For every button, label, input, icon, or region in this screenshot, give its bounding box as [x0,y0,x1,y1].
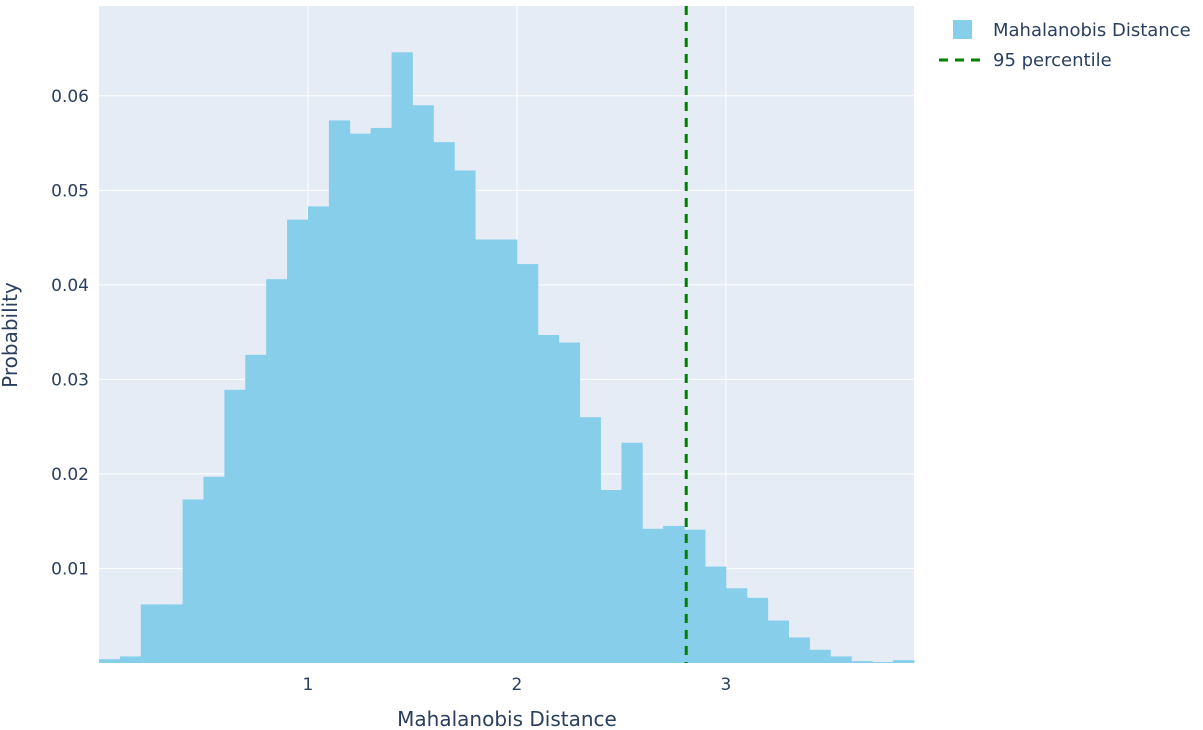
histogram-bar[interactable] [266,279,288,663]
y-tick-label: 0.02 [51,465,89,485]
y-tick-label: 0.05 [51,181,89,201]
histogram-bar[interactable] [725,588,748,663]
histogram-bar[interactable] [203,476,225,663]
x-axis-ticks: 1 2 3 [303,675,732,695]
histogram-bar[interactable] [705,566,727,663]
histogram-bar[interactable] [600,490,622,663]
histogram-bar[interactable] [579,417,601,663]
histogram-bar[interactable] [767,620,790,663]
legend-swatch-square-icon [953,20,972,39]
y-tick-label: 0.04 [51,276,89,296]
histogram-bar[interactable] [287,219,309,663]
histogram-bar[interactable] [872,662,894,663]
histogram-bar[interactable] [496,239,518,663]
x-tick-label: 1 [303,675,314,695]
histogram-bars [99,52,915,664]
legend-label-percentile: 95 percentile [993,50,1112,71]
y-tick-label: 0.01 [51,559,89,579]
histogram-bar[interactable] [830,656,852,663]
x-tick-label: 2 [512,675,523,695]
histogram-bar[interactable] [182,499,204,663]
histogram-bar[interactable] [663,525,685,663]
histogram-bar[interactable] [119,656,142,663]
histogram-bar[interactable] [224,389,246,663]
histogram-bar[interactable] [245,354,267,663]
y-axis-title: Probability [0,282,22,388]
histogram-bar[interactable] [893,660,915,663]
histogram-bar[interactable] [370,127,392,663]
histogram-bar[interactable] [328,120,351,664]
y-tick-label: 0.03 [51,370,89,390]
legend-item-percentile[interactable]: 95 percentile [939,50,1112,71]
histogram-bar[interactable] [684,529,706,663]
legend-label-histogram: Mahalanobis Distance [993,20,1191,41]
histogram-bar[interactable] [746,597,769,663]
histogram-bar[interactable] [433,142,455,664]
legend-item-histogram[interactable]: Mahalanobis Distance [953,20,1191,41]
y-axis-ticks: 0.01 0.02 0.03 0.04 0.05 0.06 [51,87,89,580]
histogram-bar[interactable] [537,334,560,663]
histogram-bar[interactable] [475,239,497,663]
x-axis-title: Mahalanobis Distance [397,707,617,730]
histogram-bar[interactable] [161,604,183,663]
histogram-bar[interactable] [140,604,163,663]
histogram-bar[interactable] [454,170,476,663]
histogram-bar[interactable] [851,661,873,663]
histogram-bar[interactable] [621,442,643,663]
histogram-bar[interactable] [99,659,121,663]
histogram-bar[interactable] [642,528,664,663]
histogram-bar[interactable] [516,264,539,663]
histogram-bar[interactable] [307,206,330,663]
histogram-bar[interactable] [412,105,434,664]
histogram-bar[interactable] [788,637,810,663]
histogram-bar[interactable] [558,342,581,663]
y-tick-label: 0.06 [51,87,89,107]
histogram-bar[interactable] [809,649,831,663]
histogram-bar[interactable] [349,133,372,663]
histogram-bar[interactable] [391,52,413,663]
x-tick-label: 3 [721,675,732,695]
legend[interactable]: Mahalanobis Distance 95 percentile [939,20,1191,71]
